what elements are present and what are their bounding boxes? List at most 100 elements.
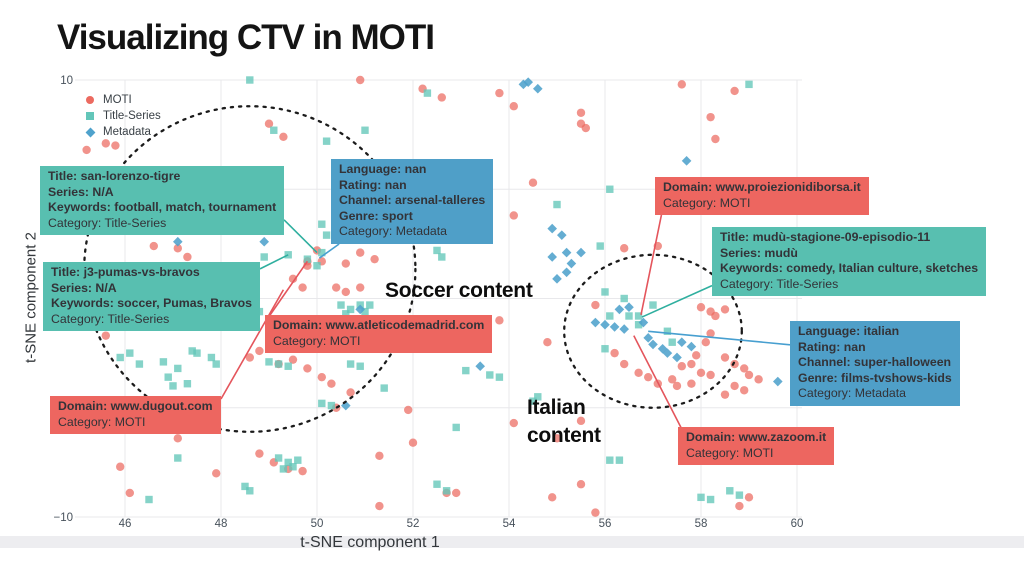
legend-label: MOTI (103, 94, 132, 106)
annotation-line: Channel: arsenal-talleres (339, 193, 486, 208)
annotation-line: Title: j3-pumas-vs-bravos (51, 265, 200, 279)
data-point-metadata (547, 252, 558, 262)
data-point-title-series (346, 360, 355, 368)
data-point-title-series (663, 327, 672, 335)
data-point-title-series (342, 310, 350, 318)
data-point-metadata (619, 324, 630, 334)
data-point-moti (509, 418, 518, 428)
x-axis-tick-label: 56 (599, 518, 612, 530)
annotation-box-atleticodemadrid: Domain: www.atleticodemadrid.com Categor… (265, 315, 493, 354)
data-point-title-series (116, 353, 124, 362)
data-point-moti (408, 438, 418, 447)
data-point-metadata (624, 302, 634, 313)
data-point-title-series (274, 360, 283, 368)
data-point-title-series (433, 480, 441, 488)
data-point-metadata (259, 236, 270, 247)
data-point-moti (452, 488, 461, 498)
annotation-box-zazoom: Domain: www.zazoom.it Category: MOTI (678, 427, 835, 466)
data-point-moti (711, 134, 720, 144)
callout-leader-line (259, 254, 289, 270)
data-point-moti (125, 488, 134, 498)
annotation-line: Domain: www.dugout.com (58, 399, 213, 413)
x-axis-tick-label: 60 (791, 518, 804, 530)
annotation-line: Channel: super-halloween (798, 355, 952, 370)
data-point-moti (576, 416, 586, 426)
data-point-title-series (279, 465, 288, 473)
page-title: Visualizing CTV in MOTI (57, 18, 435, 57)
annotation-line: Category: Title-Series (48, 215, 167, 230)
data-point-metadata (172, 236, 183, 247)
data-point-moti (82, 145, 91, 155)
data-point-moti (303, 364, 312, 373)
data-point-title-series (126, 349, 134, 357)
data-point-title-series (174, 364, 182, 373)
data-point-title-series (615, 456, 624, 464)
data-point-title-series (596, 242, 604, 250)
annotation-line: Language: italian (798, 324, 900, 338)
data-point-title-series (274, 454, 283, 462)
data-point-moti (744, 370, 754, 380)
data-point-moti (706, 370, 715, 380)
data-point-moti (317, 372, 326, 382)
cluster-ellipse (563, 253, 743, 409)
data-point-moti (356, 283, 365, 292)
annotation-line: Series: mudù (720, 245, 798, 260)
data-point-title-series (486, 371, 494, 379)
data-point-moti (576, 480, 586, 489)
data-point-moti (298, 283, 307, 292)
data-point-moti (279, 132, 288, 142)
data-point-moti (356, 248, 365, 257)
annotation-line: Title: san-lorenzo-tigre (48, 169, 181, 183)
data-point-moti (173, 244, 182, 253)
x-axis-tick-label: 50 (311, 518, 324, 530)
footer-band (0, 536, 1024, 548)
data-point-metadata (686, 341, 697, 352)
data-point-moti (212, 469, 221, 478)
y-axis-tick-label: 10 (60, 75, 73, 87)
data-point-moti (149, 241, 158, 251)
data-point-metadata (614, 304, 625, 315)
data-point-moti (677, 80, 686, 89)
data-point-moti (701, 338, 710, 347)
data-point-moti (744, 493, 754, 502)
data-point-moti (495, 88, 504, 98)
data-point-title-series (241, 482, 249, 491)
legend-label: Metadata (103, 126, 151, 138)
data-point-title-series (346, 305, 355, 314)
data-point-moti (288, 355, 298, 364)
annotation-box-dugout: Domain: www.dugout.com Category: MOTI (50, 396, 221, 435)
legend-item-metadata[interactable]: Metadata (85, 124, 161, 140)
legend-item-moti[interactable]: MOTI (86, 92, 161, 108)
data-point-moti (696, 368, 706, 377)
data-point-moti (581, 123, 590, 133)
data-point-title-series (495, 373, 504, 381)
data-point-moti (509, 102, 518, 111)
data-point-title-series (706, 495, 715, 504)
moti-circle-icon (86, 96, 94, 104)
data-point-moti (610, 348, 619, 358)
data-point-metadata (475, 361, 486, 372)
data-point-moti (356, 75, 365, 85)
data-point-title-series (246, 76, 254, 84)
data-point-title-series (246, 487, 254, 495)
data-point-moti (672, 381, 682, 391)
annotation-line: Keywords: football, match, tournament (48, 200, 277, 215)
data-point-moti (720, 390, 730, 399)
data-point-moti (173, 434, 182, 443)
annotation-box-j3-pumas-vs-bravos: Title: j3-pumas-vs-bravos Series: N/A Ke… (43, 262, 260, 332)
data-point-moti (404, 405, 413, 415)
data-point-title-series (649, 301, 657, 309)
annotation-line: Rating: nan (798, 339, 866, 354)
data-point-moti (341, 287, 350, 297)
data-point-moti (706, 329, 715, 338)
annotation-line: Series: N/A (48, 184, 114, 199)
data-point-title-series (260, 253, 268, 261)
data-point-title-series (553, 200, 561, 209)
data-point-title-series (601, 345, 609, 353)
data-point-title-series (318, 220, 326, 228)
data-point-title-series (207, 353, 216, 362)
data-point-moti (509, 211, 518, 220)
data-point-title-series (294, 456, 302, 464)
x-axis-title: t-SNE component 1 (300, 534, 440, 551)
legend-item-title-series[interactable]: Title-Series (86, 108, 161, 124)
